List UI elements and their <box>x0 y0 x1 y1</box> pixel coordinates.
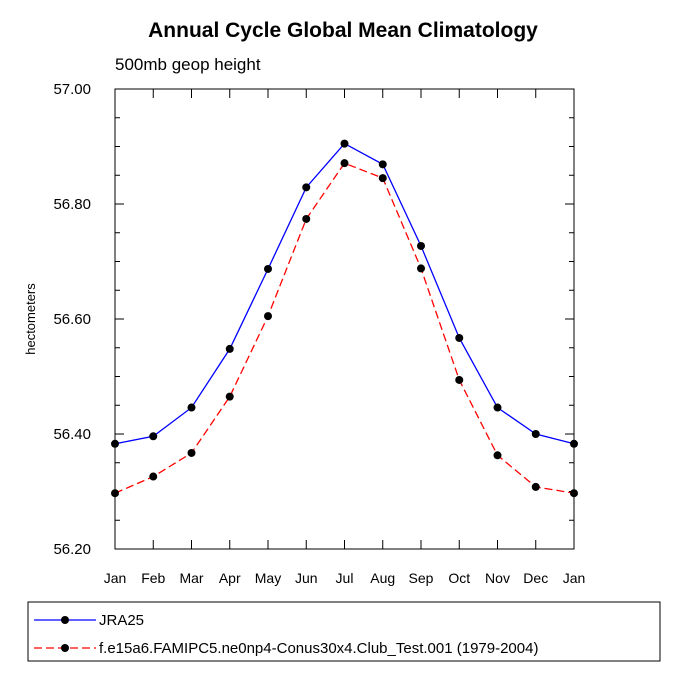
data-point-s1-8 <box>417 264 425 273</box>
data-point-s0-10 <box>493 403 502 412</box>
legend-label-1: f.e15a6.FAMIPC5.ne0np4-Conus30x4.Club_Te… <box>99 640 538 657</box>
y-tick-label: 56.80 <box>53 196 91 213</box>
data-point-s1-11 <box>531 482 540 491</box>
series-line-1 <box>114 162 575 494</box>
data-point-s1-2 <box>187 448 196 457</box>
x-tick-label: Jan <box>563 570 586 586</box>
data-point-s0-11 <box>531 430 540 438</box>
x-tick-label: Sep <box>409 570 434 586</box>
chart-subtitle: 500mb geop height <box>115 55 261 74</box>
data-point-s0-3 <box>225 344 234 353</box>
x-tick-label: Jul <box>336 570 354 586</box>
series-line-0 <box>114 142 575 445</box>
legend-box <box>27 601 661 662</box>
data-point-s1-9 <box>455 375 464 384</box>
y-tick-label: 56.40 <box>53 426 91 443</box>
data-point-s0-6 <box>340 139 349 148</box>
x-tick-label: Apr <box>219 570 241 586</box>
y-tick-label: 57.00 <box>53 81 91 98</box>
y-tick-label: 56.20 <box>53 541 91 558</box>
legend-marker-1 <box>61 644 69 652</box>
data-point-s0-8 <box>417 241 425 250</box>
plot-frame <box>114 88 575 550</box>
x-tick-label: Feb <box>141 570 165 586</box>
legend: JRA25 f.e15a6.FAMIPC5.ne0np4-Conus30x4.Cl… <box>27 601 661 662</box>
data-point-s1-10 <box>493 451 502 460</box>
x-tick-label: Aug <box>370 570 395 586</box>
data-point-s0-4 <box>264 264 272 273</box>
x-tick-label: Nov <box>485 570 510 586</box>
x-tick-label: Jan <box>104 570 127 586</box>
chart-title: Annual Cycle Global Mean Climatology <box>148 19 538 42</box>
data-point-s0-9 <box>455 333 464 342</box>
y-axis-label: hectometers <box>23 283 38 355</box>
series-group <box>111 139 578 498</box>
x-tick-label: May <box>255 570 281 586</box>
data-point-s0-2 <box>187 403 196 412</box>
axis-ticks: 56.20 56.40 56.60 56.80 57.00 Jan Feb Mar Apr May… <box>53 81 585 586</box>
x-tick-label: Jun <box>295 570 318 586</box>
legend-marker-0 <box>61 616 69 624</box>
data-point-s0-1 <box>149 432 158 441</box>
data-point-s1-4 <box>264 312 272 321</box>
data-point-s0-5 <box>302 183 311 192</box>
legend-label-0: JRA25 <box>99 612 144 629</box>
x-tick-label: Oct <box>448 570 470 586</box>
data-point-s1-5 <box>302 214 311 223</box>
data-point-s1-7 <box>378 174 387 183</box>
data-point-s0-7 <box>378 160 387 169</box>
data-point-s1-1 <box>149 472 158 481</box>
x-tick-label: Dec <box>523 570 548 586</box>
y-tick-label: 56.60 <box>53 311 91 328</box>
data-point-s1-6 <box>340 159 349 168</box>
x-tick-label: Mar <box>179 570 203 586</box>
data-point-s1-3 <box>225 392 234 401</box>
